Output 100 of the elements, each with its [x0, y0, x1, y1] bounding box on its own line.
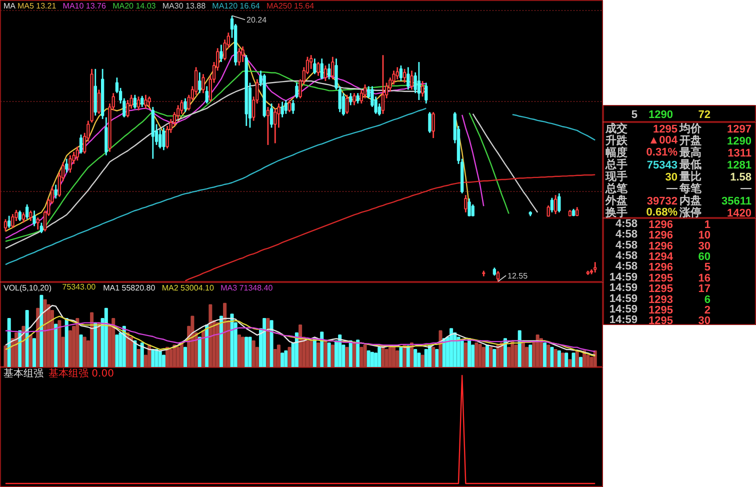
candlestick — [97, 88, 101, 115]
category-label: 5 — [631, 109, 638, 121]
text: ▲004 — [648, 134, 678, 146]
category-label: 幅度 — [606, 146, 628, 159]
text: MA3 71348.40 — [220, 284, 274, 292]
bar — [248, 336, 252, 367]
bar — [392, 344, 396, 367]
text: MA30 13.88 — [162, 2, 206, 10]
bar — [560, 352, 565, 367]
bar — [40, 294, 44, 367]
text: 39732 — [646, 196, 678, 208]
bar — [223, 302, 227, 367]
text: 最低 — [678, 158, 702, 171]
bar — [32, 338, 36, 367]
text: 2 — [704, 304, 711, 316]
chart-title: 基本组强 — [4, 368, 44, 380]
candlestick — [133, 94, 137, 110]
candlestick — [420, 80, 424, 98]
bar — [36, 308, 40, 367]
text: 1295 — [648, 315, 673, 328]
bar — [94, 322, 98, 367]
text: 1295 — [653, 124, 678, 136]
bar — [97, 322, 101, 367]
bar — [266, 318, 270, 367]
bar — [360, 346, 364, 367]
candlestick — [241, 46, 244, 63]
text: — — [740, 182, 752, 194]
candlestick — [25, 204, 29, 220]
candlestick — [68, 154, 72, 174]
candlestick — [65, 158, 68, 174]
bar — [424, 348, 428, 367]
text: 1296 — [648, 262, 673, 274]
category-label: 14:59 — [609, 292, 638, 305]
text: 30 — [698, 315, 711, 328]
candlestick — [324, 64, 328, 82]
bar — [312, 338, 316, 367]
bar — [539, 338, 543, 367]
candlestick — [331, 56, 334, 80]
candlestick — [205, 86, 208, 104]
bar — [496, 344, 500, 367]
bar — [482, 346, 486, 367]
candlestick — [126, 99, 130, 118]
candlestick — [54, 184, 58, 200]
candlestick — [550, 197, 554, 214]
bar — [104, 308, 108, 367]
text: 17 — [698, 283, 711, 296]
bar — [316, 342, 320, 367]
bar — [130, 336, 134, 367]
text: 基本组强 0.00 — [48, 368, 114, 380]
text: 1296 — [648, 218, 673, 231]
candlestick — [471, 204, 474, 217]
bar — [14, 332, 18, 367]
bar — [82, 336, 86, 367]
bar — [201, 330, 205, 367]
candlestick — [432, 111, 435, 139]
bar — [557, 350, 561, 367]
bar — [521, 340, 525, 367]
candlestick — [180, 99, 184, 115]
candlestick — [274, 108, 277, 144]
text: 1.58 — [730, 172, 752, 184]
text: 30 — [665, 172, 678, 184]
text: 1293 — [648, 294, 673, 306]
candlestick — [327, 63, 331, 80]
bar — [58, 320, 62, 367]
bar — [510, 340, 514, 367]
bar — [402, 344, 406, 367]
bar — [162, 354, 166, 367]
candlestick — [288, 99, 292, 113]
bar — [428, 344, 432, 367]
category-label: 14:59 — [609, 282, 638, 294]
bar — [399, 346, 403, 367]
candlestick — [266, 106, 270, 146]
bar — [525, 346, 529, 367]
text: 0.31% — [646, 146, 678, 158]
category-label: 4:58 — [615, 250, 638, 262]
candlestick — [316, 61, 320, 77]
bar — [500, 342, 504, 367]
candlestick — [402, 68, 406, 84]
text: 1295 — [648, 304, 673, 316]
text: 均价 — [678, 122, 702, 135]
text: 1295 — [648, 283, 673, 296]
bar — [216, 322, 220, 367]
candlestick — [184, 98, 187, 113]
candlestick — [546, 204, 550, 217]
candlestick — [468, 198, 471, 217]
bar — [298, 324, 302, 367]
bar — [115, 334, 119, 367]
text: 60 — [698, 250, 711, 263]
candlestick — [18, 210, 22, 222]
bar — [348, 340, 352, 367]
bar — [406, 345, 410, 367]
bar — [453, 332, 457, 367]
bar — [309, 340, 313, 367]
bar — [252, 340, 256, 367]
candlestick — [558, 192, 561, 214]
text: MA120 16.64 — [212, 2, 260, 10]
candlestick — [406, 66, 410, 90]
category-label: 总手 — [604, 158, 628, 171]
bar — [205, 324, 209, 367]
bar — [76, 318, 80, 367]
